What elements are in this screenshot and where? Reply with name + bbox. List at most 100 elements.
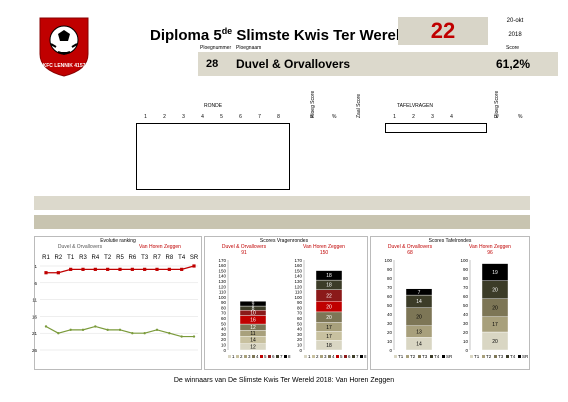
ranking-point [81,328,85,332]
bar-y-tick: 90 [463,267,469,272]
ranking-point [93,267,97,271]
bar-y-tick: 80 [387,276,393,281]
bar-y-tick: 10 [297,343,303,348]
pct-header: % [332,114,337,120]
ranking-panel [34,236,202,370]
bar-segment-label: 18 [326,273,332,279]
ranking-round-label: T2 [104,255,112,261]
bar-y-tick: 100 [218,295,226,300]
ranking-point [44,271,48,275]
bar-legend-label: 1 [232,354,235,359]
tafel-grid [385,123,487,133]
bar-segment-label: 17 [326,325,332,331]
bar-legend-swatch [518,355,521,358]
bar-segment-label: 14 [416,299,422,305]
tafel-pct-header: % [518,114,523,120]
bar-legend-swatch [252,355,255,358]
bar-legend-swatch [260,355,263,358]
bar-legend-swatch [284,355,287,358]
tafel-hash-header: # [496,114,499,120]
bar-legend-swatch [268,355,271,358]
hash-header: # [311,114,314,120]
ranking-title: Evolutie ranking [100,238,136,244]
ranking-point [81,267,85,271]
bar-y-tick: 50 [387,303,393,308]
bar-y-tick: 0 [465,348,468,353]
bar-segment-label: 16 [250,318,256,324]
bar-y-tick: 140 [294,274,302,279]
bar-legend-label: T3 [422,354,428,359]
bar-legend-swatch [470,355,473,358]
ranking-point [118,328,122,332]
bar-title-1: Scores Vragenrondes [260,238,309,244]
round-number: 1 [144,114,147,120]
bar-segment-label: 12 [250,345,256,351]
bar-legend-label: 2 [240,354,243,359]
ranking-round-label: R6 [128,255,136,261]
bar-legend-swatch [344,355,347,358]
bar-legend-label: T2 [410,354,416,359]
bar-segment-label: 17 [326,334,332,340]
bar-y-tick: 160 [294,263,302,268]
bar-legend-swatch [276,355,279,358]
bar-y-tick: 30 [221,332,227,337]
bar-legend-label: 3 [248,354,251,359]
ranking-point [131,332,134,335]
bar-legend-label: SR [522,354,529,359]
ploeg_row-band [34,196,530,210]
bar-y-tick: 40 [221,327,227,332]
bar-legend-label: 5 [340,354,343,359]
tafel-number: 2 [412,114,415,120]
ranking-point [118,267,122,271]
ranking-round-label: R8 [165,255,173,261]
bar-y-tick: 80 [463,276,469,281]
bar-legend-swatch [442,355,445,358]
bar-segment [481,263,509,281]
bar-y-tick: 110 [295,290,303,295]
bar-legend-label: 8 [364,354,367,359]
ranking-point [192,264,196,268]
team-number: 28 [206,58,219,70]
bar-legend-swatch [312,355,315,358]
bar-y-tick: 70 [221,311,227,316]
bar-y-tick: 100 [294,295,302,300]
round-number: 3 [182,114,185,120]
ranking-point [69,328,72,332]
bar-legend-swatch [328,355,331,358]
bar-y-tick: 130 [218,279,226,284]
bar-y-tick: 20 [387,330,393,335]
bar-legend-swatch [406,355,409,358]
bar-y-tick: 150 [218,268,226,273]
bar-y-tick: 110 [219,290,227,295]
ranking-point [155,267,159,271]
bar-y-tick: 10 [463,339,469,344]
bar-legend-label: T1 [398,354,404,359]
bar-y-tick: 70 [297,311,303,316]
bar-legend-swatch [320,355,323,358]
bar-y-tick: 40 [387,312,393,317]
bar-legend-label: 7 [356,354,359,359]
ranking-round-label: SR [190,255,199,261]
bar-segment-label: 9 [252,301,255,307]
bar-right-label: Van Horen Zeggen [469,244,511,250]
ranking-point [57,332,60,335]
ranking-round-label: T1 [67,255,75,261]
tafel-number: 1 [393,114,396,120]
bar-y-tick: 60 [297,316,303,321]
bar-segment-label: 22 [326,293,332,299]
footer-text: De winnaars van De Slimste Kwis Ter Were… [173,377,395,384]
bar-y-tick: 120 [218,284,226,289]
round-number: 2 [163,114,166,120]
bar-legend-label: 4 [256,354,259,359]
round-number: 6 [239,114,242,120]
ranking-round-label: T4 [178,255,186,261]
bar-y-tick: 20 [297,337,303,342]
ranking-round-label: R1 [42,255,50,261]
round-number: 7 [258,114,261,120]
bar-left-label: Duvel & Orvallovers [222,244,267,250]
bar-y-tick: 90 [221,300,227,305]
ranking-point [143,332,146,335]
bar-legend-label: 2 [316,354,319,359]
bar-legend-label: T4 [434,354,440,359]
